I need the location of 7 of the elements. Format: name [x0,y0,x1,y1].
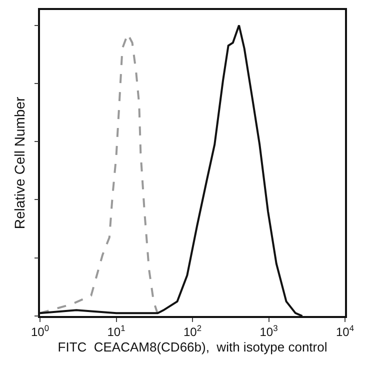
x-tick-label: 10$^{2}$ [183,323,202,340]
x-tick-label: 10$^{0}$ [30,323,50,340]
x-tick-label: 10$^{3}$ [260,323,278,340]
y-axis-title: Relative Cell Number [11,96,28,230]
x-tick-label: 10$^{4}$ [336,323,354,340]
x-tick-label: 10$^{1}$ [107,323,126,340]
x-axis-title: FITC CEACAM8(CD66b), with isotype control [58,339,328,354]
